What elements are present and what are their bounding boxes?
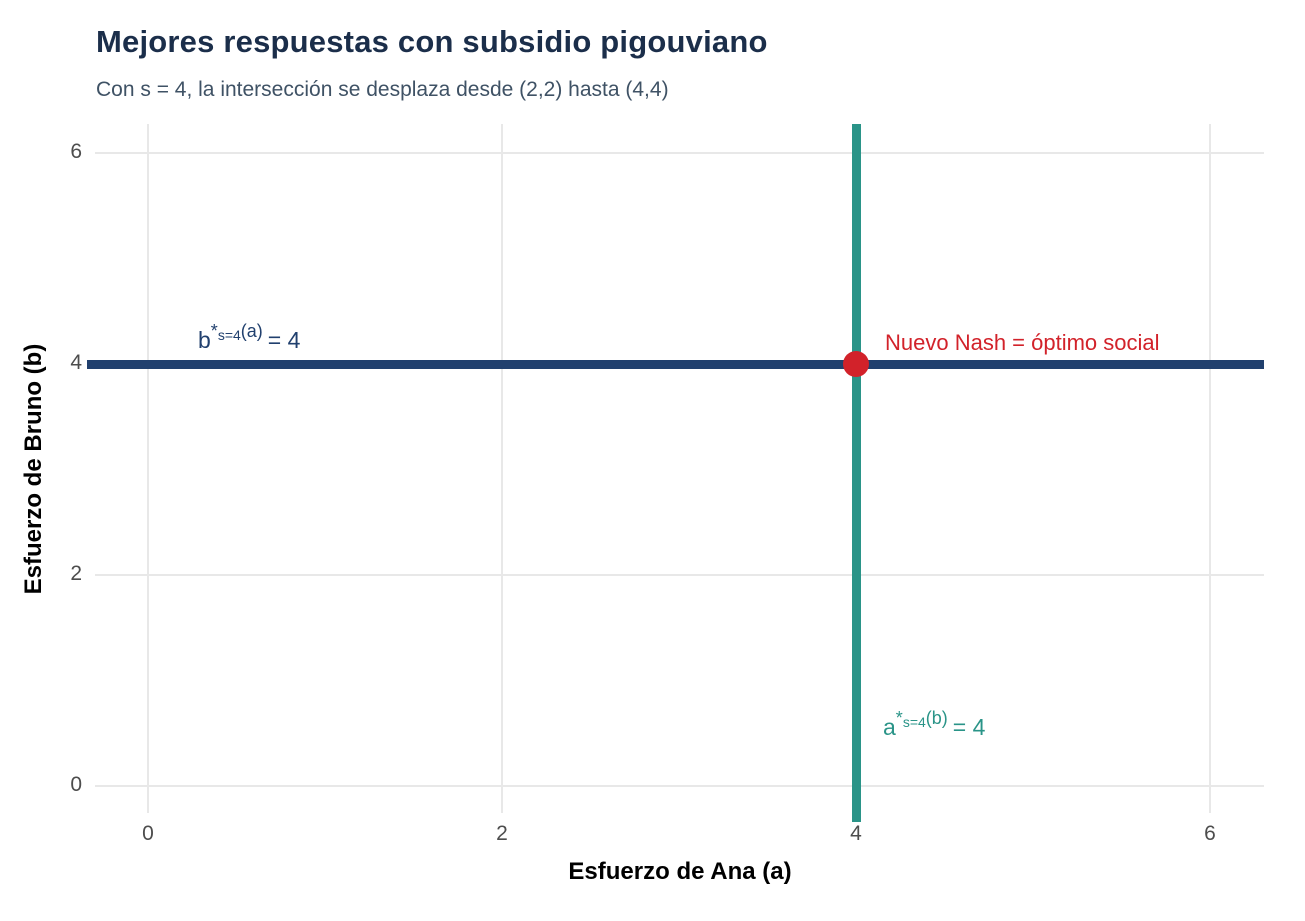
nash-point-label: Nuevo Nash = óptimo social: [885, 330, 1160, 355]
ana-line-label: a*s=4(b) = 4: [883, 708, 986, 741]
x-tick-label-4: 4: [850, 822, 862, 845]
formula-star: *: [210, 321, 218, 341]
y-tick-label-4: 4: [70, 351, 82, 374]
formula-base: a: [883, 714, 896, 740]
chart-subtitle: Con s = 4, la intersección se desplaza d…: [96, 78, 669, 101]
x-tick-label-2: 2: [496, 822, 508, 845]
ana-best-response-line: [851, 124, 861, 822]
y-axis-title: Esfuerzo de Bruno (b): [20, 343, 47, 595]
formula-equals: = 4: [267, 327, 301, 353]
bruno-line-label: b*s=4(a) = 4: [198, 321, 301, 354]
x-axis-title: Esfuerzo de Ana (a): [568, 858, 792, 885]
formula-argument: (b): [925, 708, 948, 728]
y-tick-label-0: 0: [70, 773, 82, 796]
formula-base: b: [198, 327, 211, 353]
formula-argument: (a): [240, 321, 263, 341]
gridline-y-6: [95, 152, 1264, 154]
gridline-y-0: [95, 785, 1264, 787]
y-tick-label-2: 2: [70, 562, 82, 585]
gridline-x-6: [1209, 124, 1211, 813]
x-tick-label-0: 0: [142, 822, 154, 845]
nash-point: [843, 351, 869, 377]
chart-title: Mejores respuestas con subsidio pigouvia…: [96, 24, 768, 59]
formula-star: *: [895, 708, 903, 728]
y-tick-label-6: 6: [70, 140, 82, 163]
x-tick-label-6: 6: [1204, 822, 1216, 845]
gridline-x-2: [501, 124, 503, 813]
formula-equals: = 4: [952, 714, 986, 740]
formula-subscript: s=4: [217, 327, 241, 343]
formula-subscript: s=4: [902, 714, 926, 730]
bruno-best-response-line: [87, 359, 1264, 369]
gridline-y-2: [95, 574, 1264, 576]
plot-panel: b*s=4(a) = 4 a*s=4(b) = 4 Nuevo Nash = ópt…: [87, 124, 1264, 822]
gridline-x-0: [147, 124, 149, 813]
